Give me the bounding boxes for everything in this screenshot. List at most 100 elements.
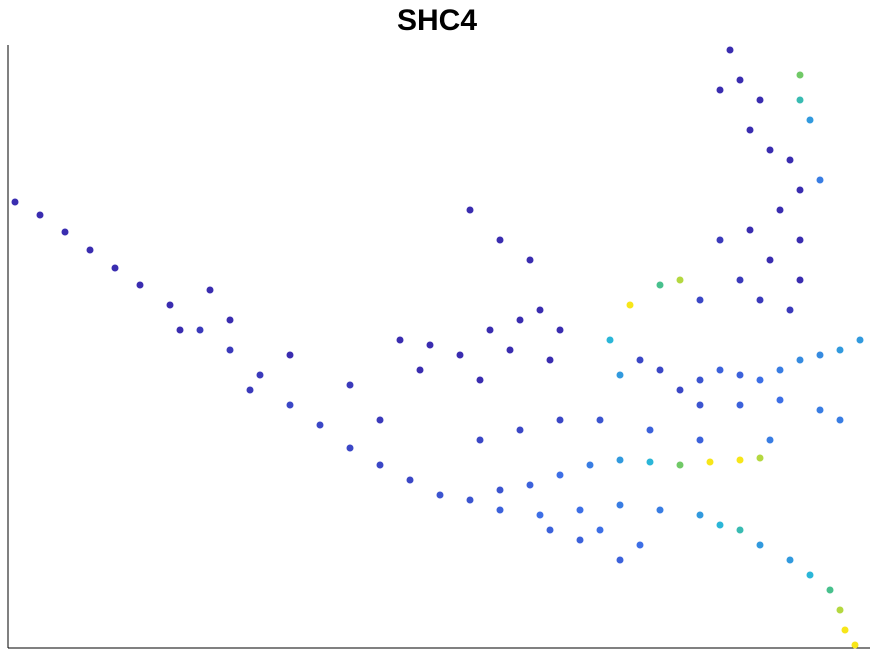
point: [776, 206, 784, 214]
point: [656, 366, 664, 374]
point: [646, 426, 654, 434]
point: [396, 336, 404, 344]
point: [526, 256, 534, 264]
point: [556, 471, 564, 479]
point: [206, 286, 214, 294]
point: [836, 416, 844, 424]
point: [756, 541, 764, 549]
point: [816, 176, 824, 184]
point: [656, 281, 664, 289]
point: [546, 526, 554, 534]
point: [746, 126, 754, 134]
point: [716, 521, 724, 529]
point: [676, 461, 684, 469]
point: [536, 511, 544, 519]
point: [286, 401, 294, 409]
point: [766, 256, 774, 264]
point: [736, 401, 744, 409]
point: [736, 526, 744, 534]
point: [426, 341, 434, 349]
point: [796, 71, 804, 79]
point: [716, 86, 724, 94]
point: [736, 276, 744, 284]
point: [316, 421, 324, 429]
point: [756, 376, 764, 384]
point: [856, 336, 864, 344]
point: [676, 386, 684, 394]
point: [516, 316, 524, 324]
point: [736, 76, 744, 84]
point: [616, 456, 624, 464]
point: [646, 458, 654, 466]
point: [756, 96, 764, 104]
point: [796, 276, 804, 284]
point: [376, 416, 384, 424]
point: [626, 301, 634, 309]
chart-title: SHC4: [397, 4, 477, 37]
point: [556, 416, 564, 424]
point: [536, 306, 544, 314]
point: [456, 351, 464, 359]
point: [836, 346, 844, 354]
point: [346, 381, 354, 389]
point: [346, 444, 354, 452]
point: [836, 606, 844, 614]
point: [706, 458, 714, 466]
point: [786, 556, 794, 564]
point: [826, 586, 834, 594]
point: [816, 406, 824, 414]
point: [616, 371, 624, 379]
point: [556, 326, 564, 334]
point: [406, 476, 414, 484]
point: [726, 46, 734, 54]
point: [636, 356, 644, 364]
point: [496, 236, 504, 244]
point: [486, 326, 494, 334]
point: [796, 96, 804, 104]
point: [496, 486, 504, 494]
point: [796, 356, 804, 364]
point: [636, 541, 644, 549]
point: [656, 506, 664, 514]
point: [756, 296, 764, 304]
point: [61, 228, 69, 236]
point: [766, 146, 774, 154]
point: [696, 436, 704, 444]
point: [796, 186, 804, 194]
point: [816, 351, 824, 359]
point: [756, 454, 764, 462]
point: [246, 386, 254, 394]
point: [841, 626, 849, 634]
point: [476, 376, 484, 384]
point: [736, 371, 744, 379]
point: [466, 496, 474, 504]
point: [86, 246, 94, 254]
point: [576, 536, 584, 544]
point: [596, 416, 604, 424]
point: [716, 366, 724, 374]
point: [586, 461, 594, 469]
point: [786, 306, 794, 314]
point: [196, 326, 204, 334]
point: [776, 366, 784, 374]
point: [496, 506, 504, 514]
point: [226, 346, 234, 354]
point: [476, 436, 484, 444]
point: [286, 351, 294, 359]
point: [136, 281, 144, 289]
point: [546, 356, 554, 364]
point: [696, 511, 704, 519]
point: [596, 526, 604, 534]
point: [606, 336, 614, 344]
point: [776, 396, 784, 404]
point: [796, 236, 804, 244]
point: [526, 481, 534, 489]
point: [516, 426, 524, 434]
point: [226, 316, 234, 324]
point: [851, 641, 859, 649]
points: [11, 46, 864, 649]
point: [766, 436, 774, 444]
point: [416, 366, 424, 374]
point: [576, 506, 584, 514]
